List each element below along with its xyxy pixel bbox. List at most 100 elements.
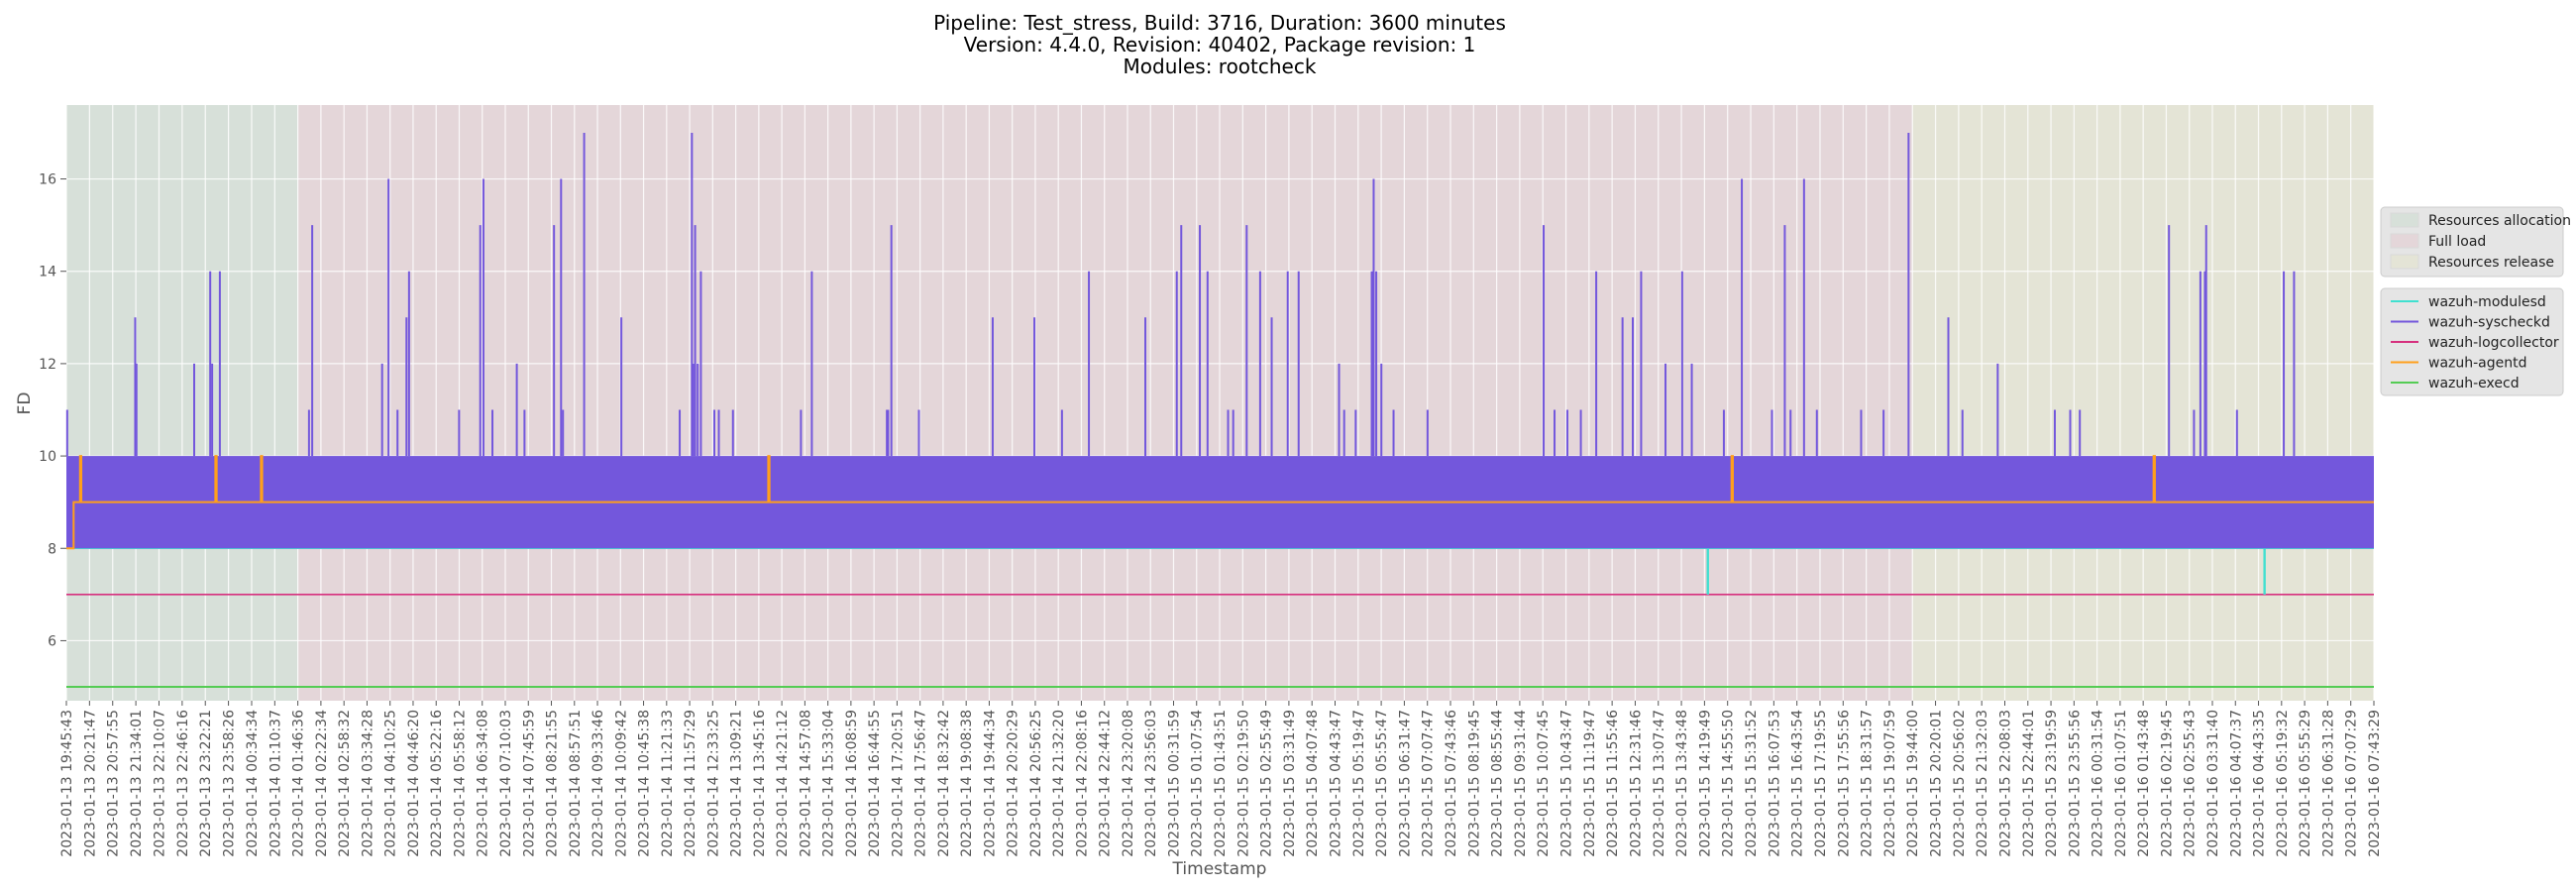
phase-legend-label: Resources allocation — [2428, 213, 2571, 229]
x-tick-label: 2023-01-15 22:44:01 — [2021, 710, 2037, 857]
x-tick-label: 2023-01-14 11:21:33 — [660, 710, 676, 857]
x-tick-label: 2023-01-14 16:44:55 — [867, 710, 883, 857]
x-tick-label: 2023-01-15 10:43:47 — [1559, 710, 1575, 857]
x-tick-label: 2023-01-13 22:10:07 — [152, 710, 167, 857]
x-tick-label: 2023-01-16 05:19:32 — [2275, 710, 2291, 857]
x-tick-label: 2023-01-13 21:34:01 — [129, 710, 145, 857]
x-tick-label: 2023-01-14 21:32:20 — [1051, 710, 1067, 857]
x-tick-label: 2023-01-13 22:46:16 — [175, 710, 191, 857]
x-tick-label: 2023-01-14 07:45:59 — [521, 710, 537, 857]
y-tick-label: 14 — [39, 265, 56, 280]
x-tick-label: 2023-01-14 08:57:51 — [568, 710, 584, 857]
x-tick-label: 2023-01-14 11:57:29 — [683, 710, 698, 857]
x-tick-label: 2023-01-14 16:08:59 — [844, 710, 860, 857]
x-tick-label: 2023-01-15 00:31:59 — [1166, 710, 1182, 857]
series-legend: wazuh-modulesd wazuh-syscheckd wazuh-logco… — [2380, 287, 2564, 396]
phase-band-1 — [297, 105, 1913, 701]
x-tick-label: 2023-01-14 14:21:12 — [775, 710, 791, 857]
x-tick-label: 2023-01-14 07:10:03 — [498, 710, 514, 857]
x-tick-label: 2023-01-14 02:22:34 — [314, 710, 330, 857]
x-tick-label: 2023-01-15 16:07:53 — [1767, 710, 1782, 857]
x-tick-label: 2023-01-14 12:33:25 — [705, 710, 721, 857]
x-tick-label: 2023-01-15 23:55:56 — [2067, 710, 2083, 857]
x-tick-label: 2023-01-15 11:55:46 — [1605, 710, 1621, 857]
x-tick-label: 2023-01-15 01:43:51 — [1213, 710, 1229, 857]
phase-legend: Resources allocation Full load Resources r… — [2380, 206, 2571, 278]
x-tick-label: 2023-01-14 13:45:16 — [752, 710, 768, 857]
x-tick-label: 2023-01-14 19:08:38 — [959, 710, 975, 857]
x-tick-label: 2023-01-16 07:43:29 — [2367, 710, 2383, 857]
x-tick-label: 2023-01-14 06:34:08 — [476, 710, 491, 857]
x-tick-label: 2023-01-15 08:55:44 — [1490, 710, 1506, 857]
x-tick-label: 2023-01-16 01:43:48 — [2136, 710, 2152, 857]
chart-title-line-1: Pipeline: Test_stress, Build: 3716, Dura… — [933, 11, 1506, 35]
x-tick-label: 2023-01-15 08:19:45 — [1466, 710, 1482, 857]
x-tick-label: 2023-01-15 20:20:01 — [1929, 710, 1945, 857]
x-tick-label: 2023-01-15 04:07:48 — [1305, 710, 1321, 857]
x-tick-label: 2023-01-16 01:07:51 — [2113, 710, 2129, 857]
x-tick-label: 2023-01-14 00:34:34 — [245, 710, 261, 857]
series-legend-label: wazuh-execd — [2428, 376, 2520, 391]
x-tick-label: 2023-01-15 12:31:46 — [1628, 710, 1644, 857]
x-tick-label: 2023-01-16 05:55:29 — [2298, 710, 2313, 857]
x-tick-label: 2023-01-14 13:09:21 — [729, 710, 745, 857]
y-tick-label: 16 — [39, 172, 56, 188]
x-tick-label: 2023-01-14 09:33:46 — [590, 710, 606, 857]
x-tick-label: 2023-01-13 23:22:21 — [198, 710, 214, 857]
x-tick-label: 2023-01-16 07:07:29 — [2344, 710, 2360, 857]
y-tick-label: 8 — [48, 541, 56, 557]
series-legend-label: wazuh-logcollector — [2428, 335, 2559, 351]
phase-legend-swatch — [2390, 233, 2419, 249]
x-tick-label: 2023-01-13 20:57:55 — [106, 710, 122, 857]
x-tick-label: 2023-01-14 18:32:42 — [936, 710, 952, 857]
chart-title-line-2: Version: 4.4.0, Revision: 40402, Package… — [964, 33, 1476, 56]
x-tick-label: 2023-01-15 01:07:54 — [1190, 710, 1206, 857]
x-tick-label: 2023-01-15 17:19:55 — [1813, 710, 1829, 857]
series-lines — [65, 132, 2374, 689]
x-axis-ticks: 2023-01-13 19:45:43 2023-01-13 20:21:47 20… — [59, 701, 2383, 857]
x-tick-label: 2023-01-14 17:20:51 — [890, 710, 906, 857]
x-tick-label: 2023-01-13 19:45:43 — [59, 710, 75, 857]
x-tick-label: 2023-01-15 19:07:59 — [1882, 710, 1898, 857]
x-tick-label: 2023-01-14 23:56:03 — [1143, 710, 1159, 857]
x-tick-label: 2023-01-15 11:19:47 — [1582, 710, 1598, 857]
x-tick-label: 2023-01-15 03:31:49 — [1282, 710, 1298, 857]
x-tick-label: 2023-01-14 14:57:08 — [798, 710, 813, 857]
x-tick-label: 2023-01-15 06:31:47 — [1397, 710, 1413, 857]
y-tick-label: 10 — [39, 449, 56, 465]
y-axis-ticks: 6 8 10 12 14 16 — [39, 172, 66, 649]
x-tick-label: 2023-01-15 20:56:02 — [1952, 710, 1968, 857]
x-tick-label: 2023-01-14 02:58:32 — [337, 710, 353, 857]
x-tick-label: 2023-01-14 22:44:12 — [1098, 710, 1114, 857]
x-tick-label: 2023-01-14 04:10:25 — [383, 710, 399, 857]
x-tick-label: 2023-01-15 21:32:03 — [1975, 710, 1990, 857]
phase-legend-label: Full load — [2428, 234, 2486, 250]
x-tick-label: 2023-01-15 19:44:00 — [1905, 710, 1921, 857]
x-tick-label: 2023-01-15 07:43:46 — [1444, 710, 1459, 857]
x-tick-label: 2023-01-14 15:33:04 — [821, 710, 837, 857]
x-tick-label: 2023-01-15 15:31:52 — [1744, 710, 1760, 857]
phase-backgrounds — [66, 105, 2374, 701]
x-tick-label: 2023-01-16 04:07:37 — [2228, 710, 2244, 857]
x-tick-label: 2023-01-15 10:07:45 — [1536, 710, 1552, 857]
x-tick-label: 2023-01-15 14:19:49 — [1697, 710, 1713, 857]
x-tick-label: 2023-01-15 07:07:47 — [1421, 710, 1437, 857]
x-tick-label: 2023-01-15 22:08:03 — [1997, 710, 2013, 857]
x-tick-label: 2023-01-15 04:43:47 — [1328, 710, 1343, 857]
phase-legend-label: Resources release — [2428, 255, 2554, 271]
x-tick-label: 2023-01-16 02:55:43 — [2183, 710, 2199, 857]
series-line-wazuh-agentd — [66, 455, 2374, 550]
x-tick-label: 2023-01-14 20:56:25 — [1028, 710, 1044, 857]
x-tick-label: 2023-01-15 09:31:44 — [1513, 710, 1529, 857]
y-axis-label: FD — [15, 392, 35, 415]
y-tick-label: 6 — [48, 633, 56, 649]
x-tick-label: 2023-01-16 00:31:54 — [2091, 710, 2106, 857]
series-legend-label: wazuh-agentd — [2428, 356, 2527, 372]
x-tick-label: 2023-01-15 14:55:50 — [1721, 710, 1737, 857]
x-tick-label: 2023-01-15 18:31:57 — [1860, 710, 1876, 857]
phase-legend-swatch — [2390, 254, 2419, 270]
x-tick-label: 2023-01-14 01:46:36 — [291, 710, 307, 857]
x-tick-label: 2023-01-14 05:22:16 — [429, 710, 445, 857]
x-tick-label: 2023-01-15 05:55:47 — [1374, 710, 1390, 857]
